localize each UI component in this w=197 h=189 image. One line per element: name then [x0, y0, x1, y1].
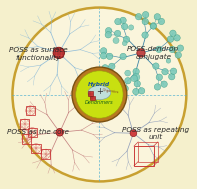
Circle shape [128, 25, 134, 30]
Circle shape [107, 69, 113, 75]
Circle shape [156, 74, 163, 81]
Text: Hybrid: Hybrid [88, 82, 111, 87]
Bar [41, 149, 50, 159]
Circle shape [135, 13, 142, 20]
Bar [31, 144, 41, 153]
Text: Dendrimers: Dendrimers [85, 100, 114, 105]
Circle shape [113, 37, 119, 43]
Text: +: + [96, 87, 103, 96]
Circle shape [170, 30, 176, 36]
Circle shape [151, 23, 156, 29]
Bar [28, 128, 37, 137]
Text: POSS as repeating
unit: POSS as repeating unit [122, 126, 189, 140]
Circle shape [153, 63, 159, 69]
Circle shape [158, 18, 165, 25]
Circle shape [138, 88, 145, 94]
Circle shape [100, 48, 107, 54]
Circle shape [123, 36, 130, 43]
Circle shape [115, 18, 121, 25]
Circle shape [154, 14, 161, 20]
Circle shape [175, 52, 181, 58]
Circle shape [105, 27, 112, 34]
Circle shape [76, 71, 123, 118]
Circle shape [133, 74, 140, 81]
Circle shape [72, 67, 127, 122]
Circle shape [53, 47, 64, 59]
Circle shape [169, 46, 176, 53]
Circle shape [122, 41, 127, 46]
Circle shape [12, 8, 186, 181]
Circle shape [133, 68, 139, 75]
Circle shape [134, 81, 140, 87]
Circle shape [116, 82, 123, 88]
Circle shape [106, 53, 113, 60]
Bar [88, 91, 93, 96]
Circle shape [137, 49, 145, 57]
Circle shape [169, 74, 175, 80]
Circle shape [142, 32, 148, 38]
Bar [26, 106, 35, 115]
Circle shape [162, 68, 168, 75]
Circle shape [125, 77, 131, 84]
Circle shape [109, 63, 115, 70]
Ellipse shape [88, 85, 111, 100]
Circle shape [102, 65, 108, 71]
Circle shape [133, 88, 139, 95]
Text: POSS as the core: POSS as the core [7, 129, 69, 135]
Circle shape [142, 18, 149, 25]
Circle shape [167, 36, 174, 42]
Text: POSS-dendron
conjugate: POSS-dendron conjugate [127, 46, 179, 60]
Circle shape [170, 68, 177, 74]
Circle shape [166, 58, 171, 63]
Circle shape [150, 23, 156, 29]
Bar [20, 119, 30, 129]
Bar [22, 134, 31, 144]
Circle shape [105, 32, 112, 38]
Circle shape [154, 84, 161, 90]
Circle shape [161, 81, 167, 87]
Circle shape [56, 129, 63, 136]
Circle shape [122, 85, 128, 92]
Circle shape [122, 23, 128, 30]
Circle shape [142, 12, 149, 18]
Text: POSS as surface
functionality: POSS as surface functionality [9, 47, 67, 61]
Circle shape [130, 130, 137, 137]
Circle shape [174, 35, 180, 41]
Circle shape [120, 53, 126, 60]
Circle shape [125, 70, 131, 76]
Bar [90, 96, 95, 100]
Circle shape [114, 30, 121, 37]
Circle shape [120, 17, 126, 24]
Circle shape [100, 53, 107, 59]
Circle shape [156, 46, 162, 53]
Circle shape [131, 75, 138, 82]
Circle shape [177, 45, 184, 51]
Text: Organics: Organics [102, 88, 120, 95]
